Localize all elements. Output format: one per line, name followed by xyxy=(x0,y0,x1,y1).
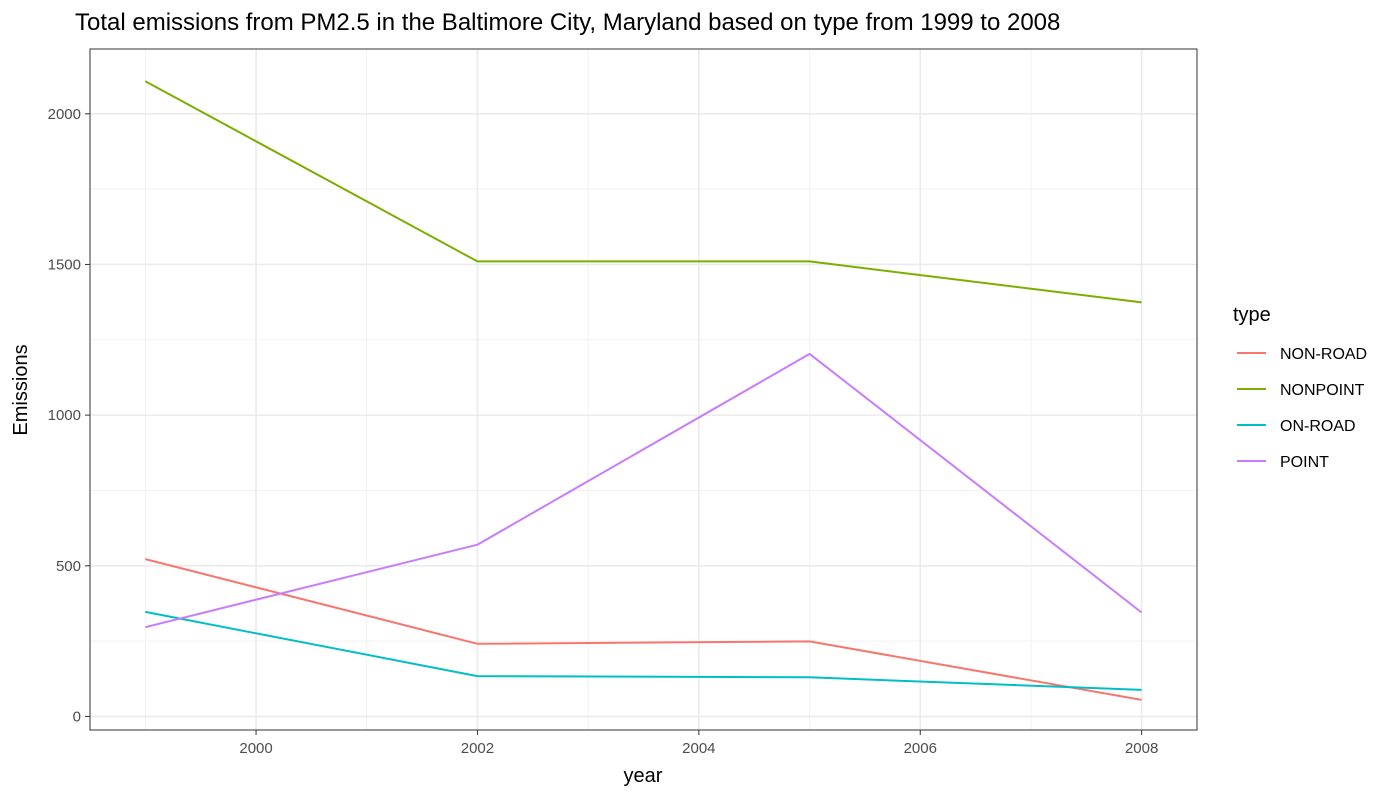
x-tick-label: 2004 xyxy=(682,740,715,757)
x-tick-label: 2006 xyxy=(904,740,937,757)
grid-minor xyxy=(90,49,1197,730)
x-tick-label: 2008 xyxy=(1125,740,1158,757)
y-tick-label: 1500 xyxy=(48,256,81,273)
legend-title: type xyxy=(1233,304,1271,326)
series-line-non-road xyxy=(145,558,1142,701)
legend-label-point: POINT xyxy=(1280,454,1329,471)
panel-border xyxy=(89,48,1198,731)
series-line-nonpoint xyxy=(144,80,1142,304)
legend-label-non-road: NON-ROAD xyxy=(1280,346,1367,363)
chart-title: Total emissions from PM2.5 in the Baltim… xyxy=(75,9,1060,36)
legend-items: NON-ROAD NONPOINT ON-ROAD POINT xyxy=(1237,346,1367,471)
y-axis-title: Emissions xyxy=(10,344,32,435)
y-axis: 0 500 1000 1500 2000 xyxy=(48,106,90,725)
series-line-point xyxy=(145,352,1143,629)
series-line-on-road xyxy=(145,610,1142,691)
legend: type NON-ROAD NONPOINT ON-ROAD POINT xyxy=(1233,304,1367,471)
x-tick-label: 2000 xyxy=(239,740,272,757)
y-tick-label: 1000 xyxy=(48,407,81,424)
y-tick-label: 500 xyxy=(56,558,81,575)
series-lines xyxy=(144,80,1143,701)
x-axis: 2000 2002 2004 2006 2008 xyxy=(239,730,1158,757)
y-tick-label: 0 xyxy=(73,708,81,725)
legend-label-on-road: ON-ROAD xyxy=(1280,418,1356,435)
legend-label-nonpoint: NONPOINT xyxy=(1280,382,1365,399)
x-axis-title: year xyxy=(624,765,663,787)
x-tick-label: 2002 xyxy=(461,740,494,757)
grid-major xyxy=(90,49,1197,730)
y-tick-label: 2000 xyxy=(48,106,81,123)
